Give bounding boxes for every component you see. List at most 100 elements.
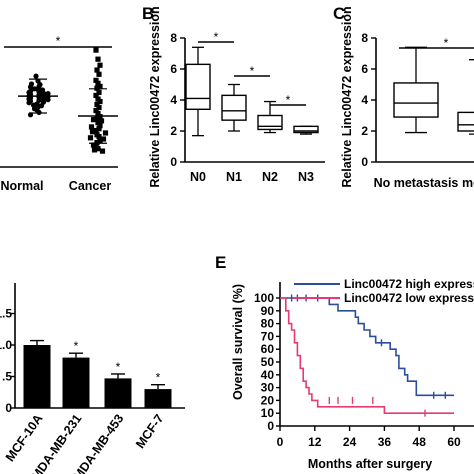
panel-b: B Relative Linc00472 expression 0 2 4 6 8 N0… bbox=[142, 4, 325, 188]
panel-e-ytick-label: 90 bbox=[261, 304, 275, 318]
scatter-cat-cancer: Cancer bbox=[69, 179, 112, 193]
bars: * * * bbox=[23, 339, 172, 408]
scatter-point-cancer bbox=[97, 83, 103, 89]
panel-e-ytick-label: 10 bbox=[261, 406, 275, 420]
panel-scatter: * Normal Cancer bbox=[0, 34, 118, 193]
bars-ytick-label: .5 bbox=[2, 370, 12, 384]
bar-mda-mb-453 bbox=[104, 378, 132, 408]
panel-b-xtick-label: N3 bbox=[298, 170, 314, 184]
panel-e-ytick-label: 70 bbox=[261, 329, 275, 343]
scatter-point-cancer bbox=[94, 85, 100, 91]
scatter-point-cancer bbox=[93, 47, 99, 53]
panel-e-xlabel: Months after surgery bbox=[308, 457, 432, 471]
scatter-point-cancer bbox=[93, 77, 99, 83]
panel-c-cat-0: No metastasis bbox=[374, 176, 459, 190]
panel-c-boxes bbox=[393, 46, 474, 135]
panel-b-boxes bbox=[185, 46, 319, 137]
scatter-point-cancer bbox=[93, 107, 99, 114]
bar-mda-mb-231 bbox=[62, 357, 90, 408]
panel-e: E Overall survival (%) 01020304050607080… bbox=[215, 253, 474, 471]
panel-b-box-n3 bbox=[293, 125, 319, 134]
panel-e-ylabel: Overall survival (%) bbox=[231, 284, 245, 400]
scatter-point-cancer bbox=[102, 130, 109, 136]
scatter-point-cancer bbox=[91, 147, 98, 153]
legend-label-high: Linc00472 high express bbox=[344, 277, 474, 291]
panel-c-cat-1: me bbox=[462, 176, 474, 190]
panel-c-ytick-label: 8 bbox=[361, 31, 368, 45]
scatter-point-normal bbox=[33, 73, 39, 79]
scatter-point-normal bbox=[31, 86, 38, 92]
scatter-stats bbox=[18, 78, 118, 144]
panel-e-ytick-label: 80 bbox=[261, 317, 275, 331]
panel-c-ytick-label: 6 bbox=[361, 62, 368, 76]
panel-c-ytick-label: 0 bbox=[361, 155, 368, 169]
scatter-point-cancer bbox=[96, 104, 102, 111]
scatter-point-cancer bbox=[97, 62, 103, 68]
panel-b-xtick-label: N1 bbox=[226, 170, 242, 184]
survival-curve-low bbox=[280, 297, 454, 415]
panel-e-label: E bbox=[215, 253, 226, 272]
panel-b-box-n0 bbox=[185, 63, 211, 110]
scatter-point-cancer bbox=[100, 136, 107, 142]
scatter-points bbox=[26, 47, 109, 154]
scatter-cat-normal: Normal bbox=[0, 179, 43, 193]
panel-b-ytick-label: 6 bbox=[170, 62, 177, 76]
scatter-point-normal bbox=[45, 97, 51, 103]
panel-b-ytick-label: 2 bbox=[170, 124, 177, 138]
panel-e-ytick-label: 100 bbox=[254, 291, 274, 305]
panel-bars: 0 .5 1.0 1.5 * * * MCF-10AMDA-MB-231MDA-MB-45… bbox=[0, 283, 185, 474]
scatter-point-cancer bbox=[96, 71, 102, 77]
survival-curve-high bbox=[280, 297, 454, 397]
bar-mcf-7 bbox=[144, 389, 172, 408]
scatter-point-cancer bbox=[97, 138, 103, 144]
panel-e-xtick-label: 60 bbox=[447, 435, 461, 449]
panel-e-xtick-label: 48 bbox=[413, 435, 427, 449]
panel-b-ytick-label: 8 bbox=[170, 31, 177, 45]
panel-b-star-1: * bbox=[214, 30, 219, 44]
scatter-point-cancer bbox=[96, 89, 102, 96]
panel-c-star: * bbox=[444, 36, 449, 50]
panel-b-xtick-label: N2 bbox=[262, 170, 278, 184]
scatter-point-cancer bbox=[93, 92, 99, 99]
panel-e-xtick-label: 12 bbox=[308, 435, 322, 449]
panel-e-xtick-label: 36 bbox=[378, 435, 392, 449]
bars-ytick-label: 0 bbox=[5, 401, 12, 415]
panel-c-box-no-metastasis bbox=[393, 82, 439, 118]
panel-c-ytick-label: 4 bbox=[361, 93, 368, 107]
bars-ytick-label: 1.5 bbox=[0, 307, 12, 321]
panel-c-label: C bbox=[333, 4, 345, 23]
panel-e-xtick-label: 24 bbox=[343, 435, 357, 449]
panel-e-ytick-label: 30 bbox=[261, 381, 275, 395]
bar-sig-star: * bbox=[74, 339, 79, 353]
panel-e-ytick-label: 0 bbox=[267, 419, 274, 433]
panel-b-yticks: 0 2 4 6 8 bbox=[170, 31, 185, 169]
scatter-point-normal bbox=[27, 84, 34, 90]
bars-ytick-label: 1.0 bbox=[0, 338, 12, 352]
bars-xtick-label: MCF-10A bbox=[3, 412, 46, 464]
bar-mcf-10a bbox=[23, 345, 51, 408]
panel-b-xtick-label: N0 bbox=[190, 170, 206, 184]
panel-c-ylabel: Relative Linc00472 expression bbox=[340, 6, 354, 187]
scatter-point-cancer bbox=[88, 124, 95, 130]
scatter-point-cancer bbox=[94, 101, 100, 108]
scatter-point-normal bbox=[40, 95, 47, 102]
scatter-point-cancer bbox=[96, 133, 102, 140]
bar-sig-star: * bbox=[156, 371, 161, 385]
panel-b-ytick-label: 4 bbox=[170, 93, 177, 107]
panel-b-xlabels: N0 N1 N2 N3 bbox=[190, 170, 314, 184]
scatter-point-cancer bbox=[87, 135, 94, 141]
bars-yticks: 0 .5 1.0 1.5 bbox=[0, 307, 15, 415]
panel-e-ytick-label: 40 bbox=[261, 368, 275, 382]
scatter-point-cancer bbox=[90, 117, 97, 123]
panel-b-label: B bbox=[142, 4, 154, 23]
bars-xtick-label: MCF-7 bbox=[133, 412, 166, 451]
panel-b-star-3: * bbox=[286, 93, 291, 107]
panel-e-xtick-label: 0 bbox=[277, 435, 284, 449]
scatter-point-cancer bbox=[89, 129, 96, 135]
scatter-point-cancer bbox=[94, 67, 100, 73]
scatter-point-normal bbox=[36, 109, 42, 115]
panel-e-ytick-label: 20 bbox=[261, 393, 275, 407]
panel-c-yticks: 0 2 4 6 8 bbox=[361, 31, 376, 169]
